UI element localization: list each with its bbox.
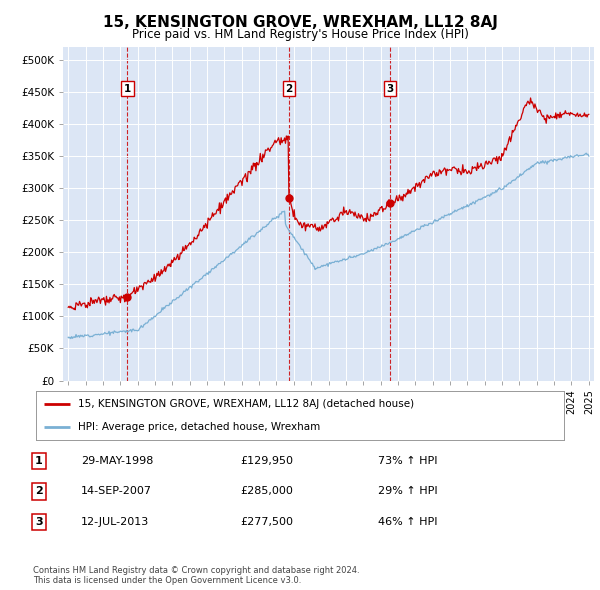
Text: £129,950: £129,950 <box>240 456 293 466</box>
Text: 2: 2 <box>35 487 43 496</box>
Text: 29% ↑ HPI: 29% ↑ HPI <box>378 487 437 496</box>
Text: 12-JUL-2013: 12-JUL-2013 <box>81 517 149 527</box>
Text: 14-SEP-2007: 14-SEP-2007 <box>81 487 152 496</box>
Text: 15, KENSINGTON GROVE, WREXHAM, LL12 8AJ: 15, KENSINGTON GROVE, WREXHAM, LL12 8AJ <box>103 15 497 30</box>
Text: Price paid vs. HM Land Registry's House Price Index (HPI): Price paid vs. HM Land Registry's House … <box>131 28 469 41</box>
Text: 29-MAY-1998: 29-MAY-1998 <box>81 456 154 466</box>
Text: 1: 1 <box>124 84 131 94</box>
Text: 2: 2 <box>285 84 292 94</box>
Text: 3: 3 <box>35 517 43 527</box>
Text: 73% ↑ HPI: 73% ↑ HPI <box>378 456 437 466</box>
Text: 3: 3 <box>386 84 394 94</box>
Text: 46% ↑ HPI: 46% ↑ HPI <box>378 517 437 527</box>
Text: 1: 1 <box>35 456 43 466</box>
Text: £277,500: £277,500 <box>240 517 293 527</box>
Text: HPI: Average price, detached house, Wrexham: HPI: Average price, detached house, Wrex… <box>78 422 320 432</box>
Text: Contains HM Land Registry data © Crown copyright and database right 2024.
This d: Contains HM Land Registry data © Crown c… <box>33 566 359 585</box>
Text: £285,000: £285,000 <box>240 487 293 496</box>
Text: 15, KENSINGTON GROVE, WREXHAM, LL12 8AJ (detached house): 15, KENSINGTON GROVE, WREXHAM, LL12 8AJ … <box>78 399 415 409</box>
